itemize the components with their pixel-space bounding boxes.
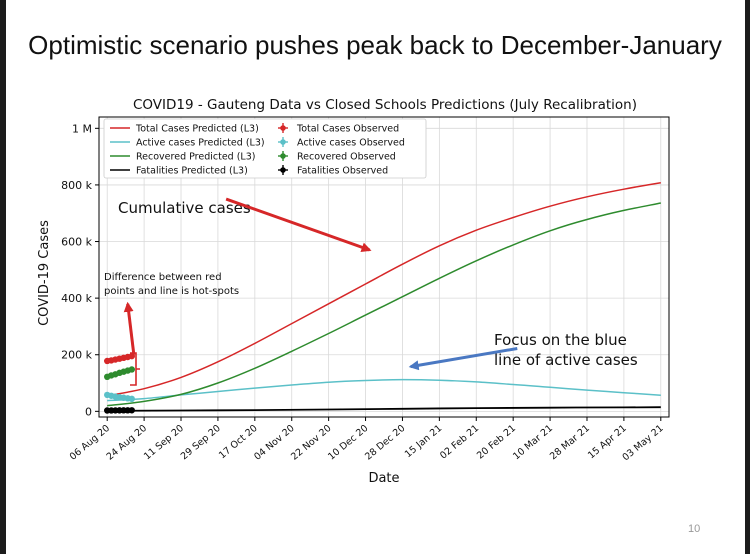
legend-box (103, 118, 427, 179)
observed-point-recovered-observed (128, 366, 136, 373)
x-tick-label: 29 Sep 20 (179, 423, 223, 462)
observed-point-active-cases-observed (128, 395, 136, 403)
data-series (104, 181, 661, 414)
legend: Total Cases Predicted (L3) Active cases P… (103, 118, 427, 179)
y-tick-label: 600 k (61, 236, 92, 249)
annotation-cumulative-text: Cumulative cases (118, 199, 251, 217)
legend-label: Fatalities Predicted (L3) (136, 166, 248, 177)
annotations: Cumulative cases Focus on the blue line … (104, 197, 638, 386)
legend-swatch-fatalities-observed (280, 167, 286, 173)
series-line-active-cases-predicted-l3 (107, 378, 661, 402)
legend-label: Fatalities Observed (297, 166, 388, 177)
legend-label: Active cases Predicted (L3) (136, 138, 265, 149)
legend-label: Total Cases Observed (296, 124, 399, 135)
legend-swatch-active-cases-observed (280, 139, 286, 145)
x-tick-label: 02 Feb 21 (438, 423, 481, 462)
legend-swatch-recovered-observed (280, 153, 286, 159)
legend-label: Total Cases Predicted (L3) (135, 124, 259, 135)
slide-title: Optimistic scenario pushes peak back to … (28, 30, 722, 60)
x-tick-label: 22 Nov 20 (289, 423, 333, 463)
y-tick-label: 800 k (61, 179, 92, 192)
series-line-total-cases-predicted-l3 (107, 181, 661, 397)
annotation-arrow-cumulative (225, 197, 372, 253)
legend-label: Recovered Observed (297, 152, 396, 163)
x-tick-label: 11 Sep 20 (142, 423, 186, 462)
x-tick-label: 28 Mar 21 (548, 423, 592, 462)
x-axis-label: Date (368, 471, 399, 486)
series-line-recovered-predicted-l3 (107, 202, 661, 407)
observed-point-fatalities-observed (128, 407, 136, 414)
window-border-right (745, 0, 750, 554)
x-tick-label: 28 Dec 20 (363, 423, 407, 463)
y-axis-ticks: 0 200 k 400 k 600 k 800 k 1 M (61, 122, 99, 418)
y-axis-label: COVID-19 Cases (37, 220, 52, 326)
legend-label: Active cases Observed (297, 138, 405, 149)
y-tick-label: 0 (85, 405, 92, 418)
annotation-arrow-difference (123, 301, 136, 355)
series-line-fatalities-predicted-l3 (107, 406, 661, 412)
page-number: 10 (688, 523, 701, 535)
x-tick-label: 10 Mar 21 (511, 423, 555, 462)
window-border-left (0, 0, 6, 554)
x-tick-label: 24 Aug 20 (105, 423, 149, 463)
annotation-focus-text-line1: Focus on the blue (494, 331, 627, 349)
x-tick-label: 10 Dec 20 (326, 423, 370, 463)
annotation-arrow-focus (408, 347, 518, 371)
plot-frame (98, 116, 670, 418)
x-tick-label: 03 May 21 (620, 423, 665, 463)
chart-title: COVID19 - Gauteng Data vs Closed Schools… (133, 97, 637, 113)
legend-swatch-total-cases-observed (280, 125, 286, 131)
legend-label: Recovered Predicted (L3) (136, 152, 255, 163)
y-tick-label: 400 k (61, 292, 92, 305)
y-tick-label: 1 M (72, 122, 92, 135)
annotation-focus-text-line2: line of active cases (494, 351, 638, 369)
y-tick-label: 200 k (61, 349, 92, 362)
annotation-hotspot-text-line1: Difference between red (104, 272, 222, 283)
annotation-hotspot-text-line2: points and line is hot-spots (104, 286, 239, 297)
